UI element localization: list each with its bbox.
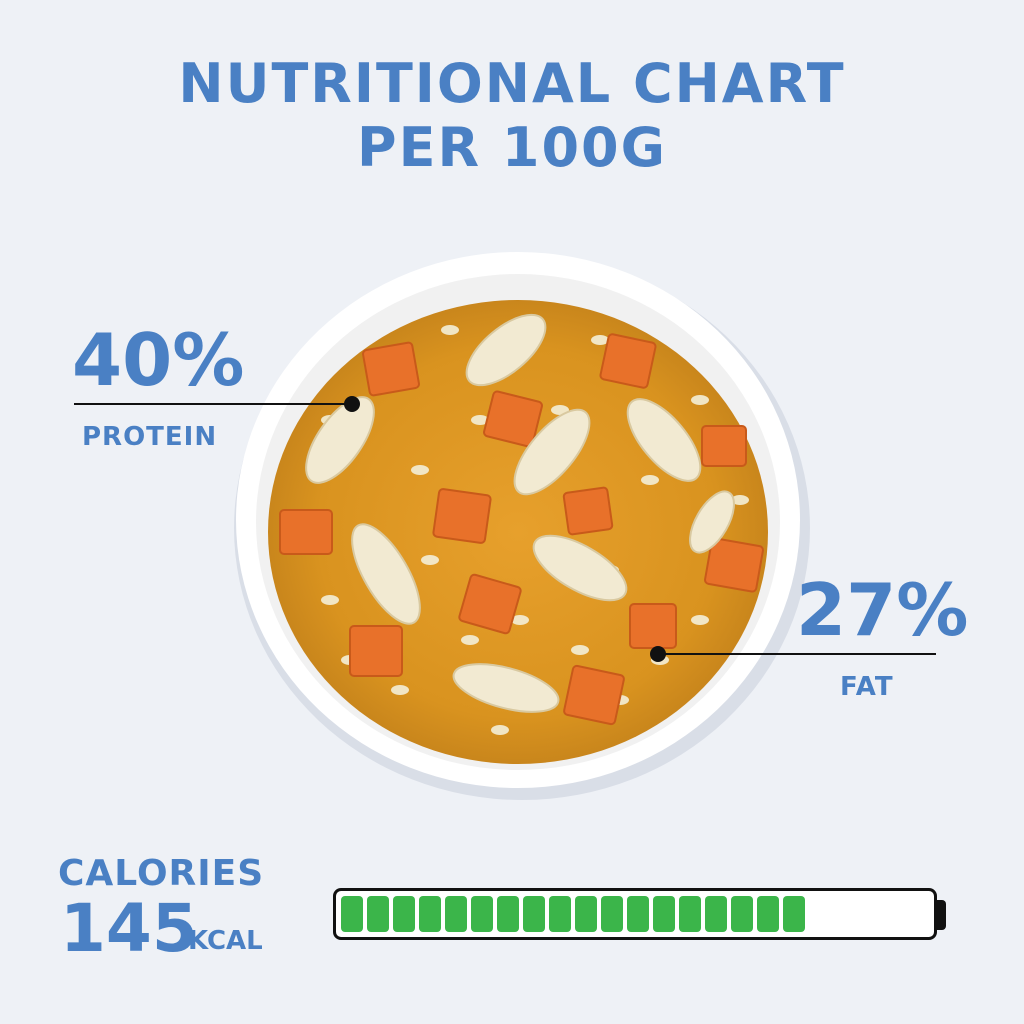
fat-dot (650, 646, 666, 662)
title-line-2: PER 100G (357, 116, 667, 179)
battery-cell (705, 896, 727, 932)
calories-label: CALORIES (58, 853, 265, 894)
title-line-1: NUTRITIONAL CHART (178, 52, 846, 115)
protein-percent: 40% (72, 318, 245, 402)
battery-cell (627, 896, 649, 932)
battery-cell (445, 896, 467, 932)
battery-cell (341, 896, 363, 932)
battery-cell (653, 896, 675, 932)
battery-cell (497, 896, 519, 932)
battery-cell (367, 896, 389, 932)
battery-cell (731, 896, 753, 932)
fat-label: FAT (840, 672, 894, 702)
calorie-battery-bar (333, 888, 937, 940)
battery-cell (757, 896, 779, 932)
calories-unit: KCAL (188, 926, 263, 956)
protein-dot (344, 396, 360, 412)
calories-value: 145 (60, 890, 198, 967)
battery-cell (419, 896, 441, 932)
battery-cell (523, 896, 545, 932)
battery-cell (679, 896, 701, 932)
page-title: NUTRITIONAL CHART PER 100G (0, 52, 1024, 180)
battery-cells (341, 896, 805, 932)
battery-tip (937, 900, 946, 930)
battery-cell (471, 896, 493, 932)
protein-label: PROTEIN (82, 422, 218, 452)
battery-cell (549, 896, 571, 932)
battery-cell (601, 896, 623, 932)
fat-percent: 27% (796, 568, 969, 652)
battery-cell (783, 896, 805, 932)
battery-cell (575, 896, 597, 932)
battery-cell (393, 896, 415, 932)
